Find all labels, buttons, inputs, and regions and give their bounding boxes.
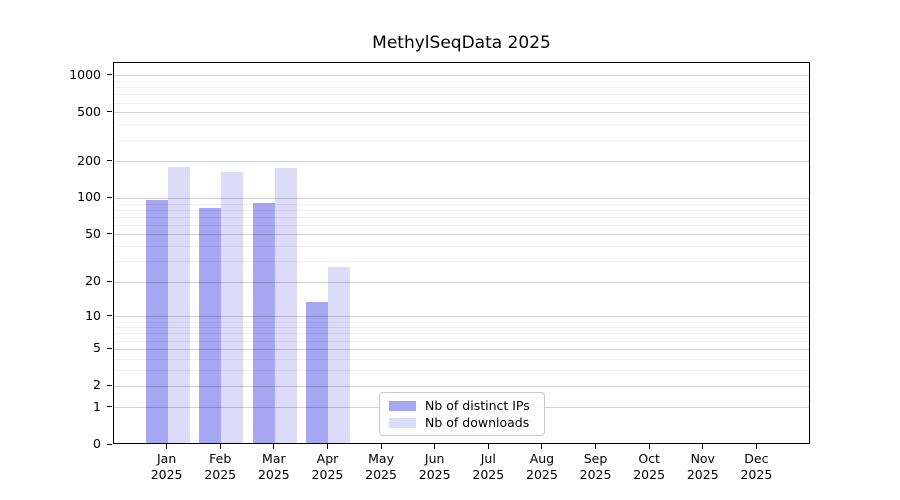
x-tick-label-year: 2025 [418, 467, 451, 482]
y-tick-50 [107, 233, 112, 235]
y-tick-label-200: 200 [77, 152, 101, 168]
x-tick-label-month: Mar [262, 451, 286, 466]
x-tick-label-year: 2025 [311, 467, 344, 482]
y-tick-500 [107, 111, 112, 113]
x-tick-label-month: Jan [156, 451, 177, 466]
x-tick-mar [273, 444, 275, 449]
x-tick-label-year: 2025 [686, 467, 719, 482]
legend-swatch-distinct-ips [389, 400, 416, 411]
x-tick-label-month: May [368, 451, 394, 466]
x-tick-nov [702, 444, 704, 449]
y-tick-200 [107, 160, 112, 162]
x-tick-aug [541, 444, 543, 449]
x-tick-label-year: 2025 [150, 467, 183, 482]
legend-entry-downloads: Nb of downloads [389, 415, 535, 430]
bar-downloads-feb [221, 171, 244, 443]
x-tick-label-month: Apr [316, 451, 339, 466]
x-tick-apr [326, 444, 328, 449]
x-tick-label-year: 2025 [579, 467, 612, 482]
legend-label-distinct-ips: Nb of distinct IPs [425, 398, 530, 413]
x-tick-label-year: 2025 [740, 467, 773, 482]
x-tick-label-oct: Oct 2025 [621, 451, 677, 483]
y-tick-label-2: 2 [93, 377, 101, 393]
legend-label-downloads: Nb of downloads [425, 415, 530, 430]
y-tick-label-20: 20 [85, 273, 101, 289]
y-tick-20 [107, 280, 112, 282]
x-tick-label-jan: Jan 2025 [139, 451, 195, 483]
x-tick-label-month: Aug [529, 451, 555, 466]
x-tick-feb [219, 444, 221, 449]
x-tick-label-year: 2025 [257, 467, 290, 482]
x-tick-jan [166, 444, 168, 449]
bar-downloads-apr [328, 266, 351, 443]
x-tick-label-apr: Apr 2025 [299, 451, 355, 483]
x-tick-label-month: Nov [690, 451, 715, 466]
x-tick-label-dec: Dec 2025 [728, 451, 784, 483]
x-tick-dec [755, 444, 757, 449]
bar-ips-jan [145, 199, 168, 443]
x-tick-label-month: Jul [480, 451, 496, 466]
bar-downloads-mar [274, 167, 297, 443]
y-tick-label-1000: 1000 [69, 66, 101, 82]
y-tick-label-500: 500 [77, 103, 101, 119]
y-tick-1 [107, 406, 112, 408]
y-tick-label-0: 0 [93, 436, 101, 451]
x-tick-label-year: 2025 [204, 467, 237, 482]
bars-layer [114, 63, 809, 443]
x-tick-label-year: 2025 [526, 467, 558, 482]
y-tick-10 [107, 315, 112, 317]
x-tick-label-aug: Aug 2025 [514, 451, 570, 483]
bar-downloads-jan [167, 166, 190, 443]
y-tick-label-100: 100 [77, 189, 101, 205]
x-tick-label-sep: Sep 2025 [568, 451, 624, 483]
y-tick-0 [107, 443, 112, 445]
x-tick-sep [595, 444, 597, 449]
x-tick-jun [434, 444, 436, 449]
y-tick-1000 [107, 74, 112, 76]
x-tick-label-month: Oct [638, 451, 660, 466]
y-tick-2 [107, 384, 112, 386]
legend: Nb of distinct IPs Nb of downloads [379, 392, 545, 436]
bar-ips-apr [306, 302, 329, 443]
x-tick-label-may: May 2025 [353, 451, 409, 483]
x-tick-label-month: Dec [744, 451, 769, 466]
x-tick-label-jul: Jul 2025 [460, 451, 516, 483]
y-tick-100 [107, 196, 112, 198]
y-tick-label-1: 1 [93, 398, 101, 414]
x-tick-label-month: Jun [424, 451, 445, 466]
x-tick-label-month: Feb [209, 451, 232, 466]
y-tick-label-50: 50 [85, 225, 101, 241]
legend-entry-distinct-ips: Nb of distinct IPs [389, 398, 535, 413]
x-tick-label-year: 2025 [472, 467, 505, 482]
plot-area [113, 62, 810, 444]
x-tick-label-jun: Jun 2025 [407, 451, 463, 483]
x-tick-label-mar: Mar 2025 [246, 451, 302, 483]
x-tick-oct [648, 444, 650, 449]
y-tick-label-5: 5 [93, 340, 101, 356]
y-tick-5 [107, 347, 112, 349]
x-tick-label-year: 2025 [365, 467, 397, 482]
x-tick-label-feb: Feb 2025 [192, 451, 248, 483]
bar-ips-feb [199, 207, 222, 443]
x-tick-label-year: 2025 [633, 467, 666, 482]
x-tick-may [380, 444, 382, 449]
x-tick-label-month: Sep [583, 451, 608, 466]
bar-ips-mar [252, 203, 275, 443]
chart-title: MethylSeqData 2025 [372, 33, 551, 53]
x-tick-jul [487, 444, 489, 449]
y-tick-label-10: 10 [85, 307, 101, 323]
legend-swatch-downloads [389, 417, 416, 428]
x-tick-label-nov: Nov 2025 [675, 451, 731, 483]
